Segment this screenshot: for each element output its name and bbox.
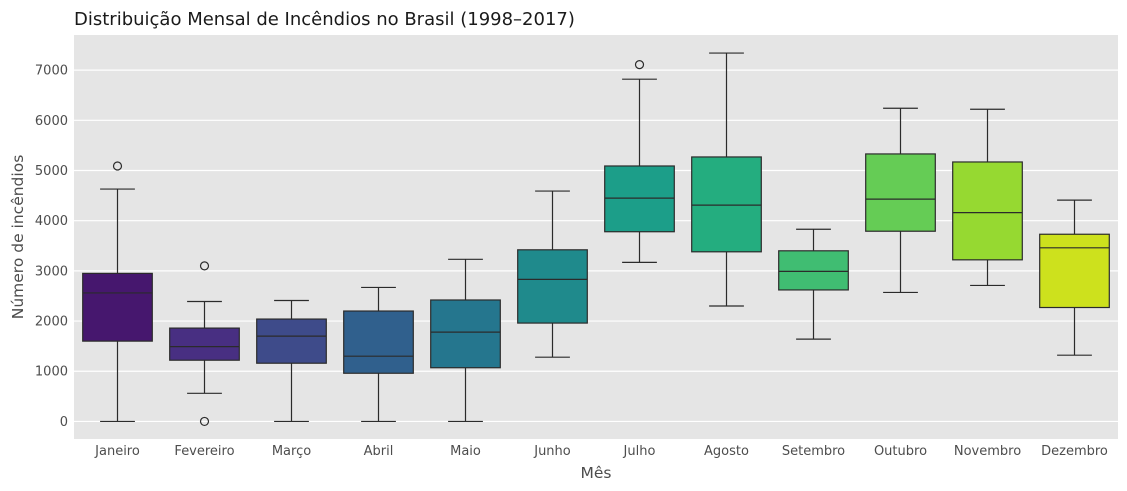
gridlines bbox=[74, 69, 1118, 423]
box-janeiro bbox=[82, 161, 153, 423]
box-maio bbox=[430, 258, 501, 423]
x-tick-label: Julho bbox=[623, 444, 656, 459]
y-axis-label: Número de incêndios bbox=[9, 155, 27, 320]
y-tick-label: 5000 bbox=[35, 164, 68, 179]
iqr-box bbox=[1039, 233, 1110, 309]
x-tick-label: Agosto bbox=[704, 444, 749, 459]
iqr-box bbox=[691, 156, 762, 253]
x-tick-label: Novembro bbox=[954, 444, 1021, 459]
y-tick-label: 0 bbox=[60, 415, 68, 430]
box-dezembro bbox=[1039, 199, 1110, 356]
iqr-box bbox=[343, 310, 414, 374]
y-axis-ticks: 0 1000 2000 3000 4000 5000 6000 7000 bbox=[35, 64, 68, 430]
box-junho bbox=[517, 190, 588, 358]
outlier-point bbox=[199, 416, 210, 427]
box-novembro bbox=[952, 108, 1023, 287]
box-julho bbox=[604, 60, 675, 263]
outlier-point bbox=[112, 161, 123, 171]
x-axis-label: Mês bbox=[581, 464, 612, 482]
y-tick-label: 2000 bbox=[35, 315, 68, 330]
box-agosto bbox=[691, 52, 762, 307]
outlier-point bbox=[199, 261, 210, 271]
x-tick-label: Abril bbox=[364, 444, 394, 459]
y-tick-label: 7000 bbox=[35, 64, 68, 79]
box-abril bbox=[343, 286, 414, 423]
x-tick-label: Dezembro bbox=[1041, 444, 1108, 459]
x-tick-label: Fevereiro bbox=[174, 444, 234, 459]
iqr-box bbox=[82, 272, 153, 342]
y-tick-label: 1000 bbox=[35, 365, 68, 380]
box-março bbox=[256, 299, 327, 423]
iqr-box bbox=[604, 165, 675, 233]
iqr-box bbox=[778, 250, 849, 291]
box-fevereiro bbox=[169, 261, 240, 427]
x-tick-label: Março bbox=[272, 444, 311, 459]
iqr-box bbox=[952, 161, 1023, 261]
y-tick-label: 6000 bbox=[35, 114, 68, 129]
box-series bbox=[82, 52, 1110, 427]
x-tick-label: Setembro bbox=[782, 444, 845, 459]
box-setembro bbox=[778, 228, 849, 340]
chart-title: Distribuição Mensal de Incêndios no Bras… bbox=[74, 9, 575, 30]
x-tick-label: Outubro bbox=[874, 444, 927, 459]
outlier-point bbox=[634, 60, 645, 70]
y-tick-label: 4000 bbox=[35, 214, 68, 229]
iqr-box bbox=[865, 153, 936, 232]
x-axis-ticks: Janeiro Fevereiro Março Abril Maio Junho Julho… bbox=[94, 444, 1108, 459]
iqr-box bbox=[169, 327, 240, 361]
iqr-box bbox=[256, 318, 327, 364]
y-tick-label: 3000 bbox=[35, 264, 68, 279]
iqr-box bbox=[517, 249, 588, 324]
x-tick-label: Maio bbox=[450, 444, 481, 459]
x-tick-label: Janeiro bbox=[94, 444, 140, 459]
box-outubro bbox=[865, 107, 936, 294]
x-tick-label: Junho bbox=[533, 444, 571, 459]
iqr-box bbox=[430, 299, 501, 369]
